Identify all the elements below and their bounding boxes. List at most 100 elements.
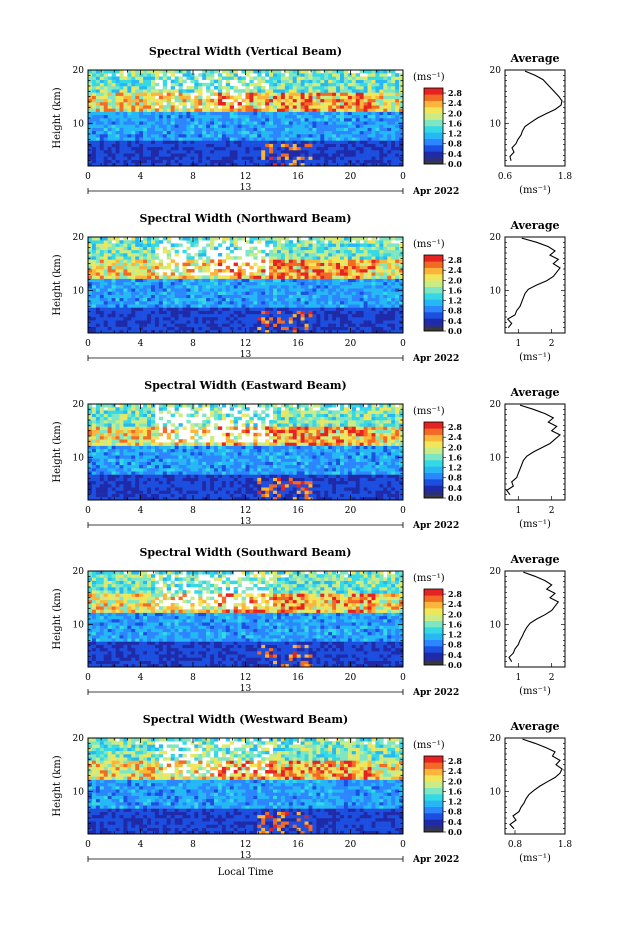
heatmap-cell xyxy=(355,124,360,128)
heatmap-cell xyxy=(395,79,400,84)
heatmap-cell xyxy=(308,73,313,77)
heatmap-cell xyxy=(265,329,270,334)
heatmap-cell xyxy=(316,89,321,93)
heatmap-cell xyxy=(391,73,396,77)
heatmap-cell xyxy=(277,156,282,160)
heatmap-cell xyxy=(312,243,317,247)
heatmap-cell xyxy=(280,143,286,148)
heatmap-cell xyxy=(312,98,317,103)
heatmap-cell xyxy=(355,95,360,100)
heatmap-cell xyxy=(292,137,297,141)
heatmap-cell xyxy=(359,265,364,270)
heatmap-cell xyxy=(257,140,262,144)
average-x-label: 1.8 xyxy=(558,172,573,182)
heatmap-cell xyxy=(363,92,368,96)
heatmap-cell xyxy=(154,240,160,244)
heatmap-cell xyxy=(296,307,301,311)
heatmap-cell xyxy=(257,108,262,112)
heatmap-cell xyxy=(399,102,404,106)
heatmap-cell xyxy=(379,326,384,331)
heatmap-cell xyxy=(166,159,171,164)
heatmap-cell xyxy=(399,143,404,148)
heatmap-cell xyxy=(340,240,345,244)
heatmap-cell xyxy=(151,79,156,84)
heatmap-cell xyxy=(367,246,372,251)
heatmap-cell xyxy=(288,159,294,164)
heatmap-cell xyxy=(383,156,388,160)
heatmap-cell xyxy=(296,313,301,318)
heatmap-cell xyxy=(194,143,199,148)
heatmap-cell xyxy=(304,329,309,334)
heatmap-cell xyxy=(111,317,116,321)
heatmap-cell xyxy=(292,310,297,315)
heatmap-cell xyxy=(99,134,105,138)
heatmap-cell xyxy=(336,86,341,90)
heatmap-cell xyxy=(332,249,337,254)
heatmap-cell xyxy=(320,265,325,270)
heatmap-cell xyxy=(367,269,372,273)
heatmap-cell xyxy=(280,140,286,144)
heatmap-cell xyxy=(332,130,337,135)
heatmap-cell xyxy=(147,134,152,138)
heatmap-cell xyxy=(119,310,124,315)
heatmap-cell xyxy=(143,323,148,327)
heatmap-cell xyxy=(359,313,364,318)
heatmap-cell xyxy=(95,162,101,167)
heatmap-cell xyxy=(292,92,297,96)
heatmap-cell xyxy=(304,297,309,302)
heatmap-cell xyxy=(139,246,144,251)
heatmap-cell xyxy=(166,114,171,119)
heatmap-cell xyxy=(245,134,250,138)
heatmap-cell xyxy=(249,146,254,151)
date-month-label: Apr 2022 xyxy=(412,187,459,197)
heatmap-cell xyxy=(312,269,317,273)
heatmap-cell xyxy=(147,114,152,119)
heatmap-cell xyxy=(316,285,321,289)
heatmap-cell xyxy=(312,291,317,295)
heatmap-cell xyxy=(151,86,156,90)
heatmap-cell xyxy=(277,86,282,90)
heatmap-cell xyxy=(288,134,294,138)
heatmap-cell xyxy=(261,320,266,324)
heatmap-cell xyxy=(88,297,93,302)
heatmap-cell xyxy=(261,86,266,90)
heatmap-cell xyxy=(107,140,112,144)
heatmap-cell xyxy=(194,291,199,295)
heatmap-cell xyxy=(143,89,148,93)
heatmap-cell xyxy=(135,143,140,148)
heatmap-cell xyxy=(269,249,274,254)
heatmap-cell xyxy=(154,159,160,164)
heatmap-cell xyxy=(280,278,286,283)
heatmap-cell xyxy=(111,256,116,260)
heatmap-cell xyxy=(202,137,207,141)
heatmap-cell xyxy=(351,98,357,103)
heatmap-cell xyxy=(91,89,97,93)
heatmap-cell xyxy=(284,269,290,273)
heatmap-cell xyxy=(245,114,250,119)
heatmap-cell xyxy=(166,265,171,270)
heatmap-cell xyxy=(103,111,108,116)
heatmap-cell xyxy=(383,243,388,247)
heatmap-cell xyxy=(328,102,333,106)
heatmap-cell xyxy=(221,92,227,96)
heatmap-cell xyxy=(257,79,262,84)
heatmap-cell xyxy=(253,262,258,267)
heatmap-cell xyxy=(343,265,349,270)
heatmap-cell xyxy=(123,281,128,286)
heatmap-cell xyxy=(284,105,290,109)
heatmap-cell xyxy=(206,262,211,267)
heatmap-cell xyxy=(202,143,207,148)
heatmap-cell xyxy=(371,89,376,93)
heatmap-cell xyxy=(241,89,246,93)
heatmap-cell xyxy=(399,130,404,135)
heatmap-cell xyxy=(88,281,93,286)
heatmap-cell xyxy=(245,143,250,148)
heatmap-cell xyxy=(245,89,250,93)
heatmap-cell xyxy=(288,256,294,260)
heatmap-cell xyxy=(123,137,128,141)
heatmap-cell xyxy=(95,439,101,443)
heatmap-cell xyxy=(343,294,349,299)
heatmap-cell xyxy=(269,159,274,164)
heatmap-cell xyxy=(127,130,132,135)
heatmap-cell xyxy=(143,304,148,308)
